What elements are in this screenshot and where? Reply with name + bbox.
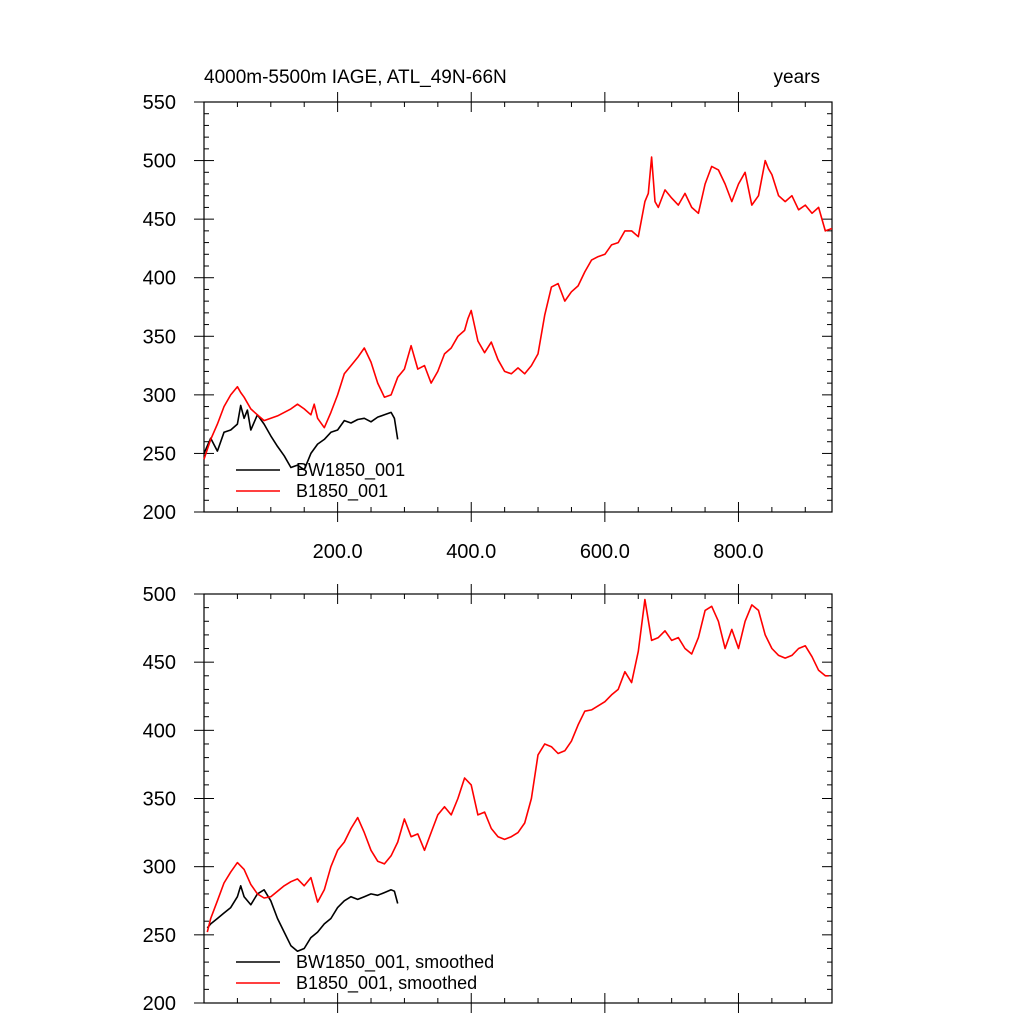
plot-frame bbox=[203, 593, 833, 1004]
legend-label: BW1850_001, smoothed bbox=[296, 952, 494, 973]
legend-label: B1850_001 bbox=[296, 481, 388, 502]
series-line-b1850 bbox=[203, 156, 833, 460]
series-line-bw1850 bbox=[203, 404, 399, 471]
series-line-bw1850 bbox=[206, 884, 399, 953]
y-tick-label: 400 bbox=[143, 720, 176, 742]
y-tick-label: 250 bbox=[143, 443, 176, 465]
chart-units-label: years bbox=[774, 67, 820, 88]
x-tick-label: 400.0 bbox=[446, 541, 496, 563]
x-tick-label: 800.0 bbox=[713, 541, 763, 563]
y-tick-label: 450 bbox=[143, 209, 176, 231]
y-tick-label: 250 bbox=[143, 925, 176, 947]
y-tick-label: 500 bbox=[143, 584, 176, 606]
x-tick-label: 200.0 bbox=[313, 541, 363, 563]
legend-label: B1850_001, smoothed bbox=[296, 973, 477, 994]
series-line-b1850 bbox=[206, 598, 829, 933]
y-tick-label: 400 bbox=[143, 268, 176, 290]
y-tick-label: 550 bbox=[143, 92, 176, 114]
y-tick-label: 200 bbox=[143, 993, 176, 1015]
y-tick-label: 350 bbox=[143, 789, 176, 811]
legend-label: BW1850_001 bbox=[296, 460, 405, 481]
chart-title: 4000m-5500m IAGE, ATL_49N-66N bbox=[204, 67, 507, 88]
y-tick-label: 300 bbox=[143, 385, 176, 407]
y-tick-label: 450 bbox=[143, 652, 176, 674]
plot-frame bbox=[203, 101, 833, 513]
x-tick-label: 600.0 bbox=[580, 541, 630, 563]
y-tick-label: 300 bbox=[143, 857, 176, 879]
bottom-chart-panel: 200 250 300 350 400 450 500 BW1850_001, smoothe… bbox=[143, 584, 833, 1015]
y-tick-label: 350 bbox=[143, 326, 176, 348]
top-chart-panel: 4000m-5500m IAGE, ATL_49N-66N years 200 2… bbox=[143, 67, 833, 563]
y-tick-label: 200 bbox=[143, 502, 176, 524]
y-tick-label: 500 bbox=[143, 151, 176, 173]
